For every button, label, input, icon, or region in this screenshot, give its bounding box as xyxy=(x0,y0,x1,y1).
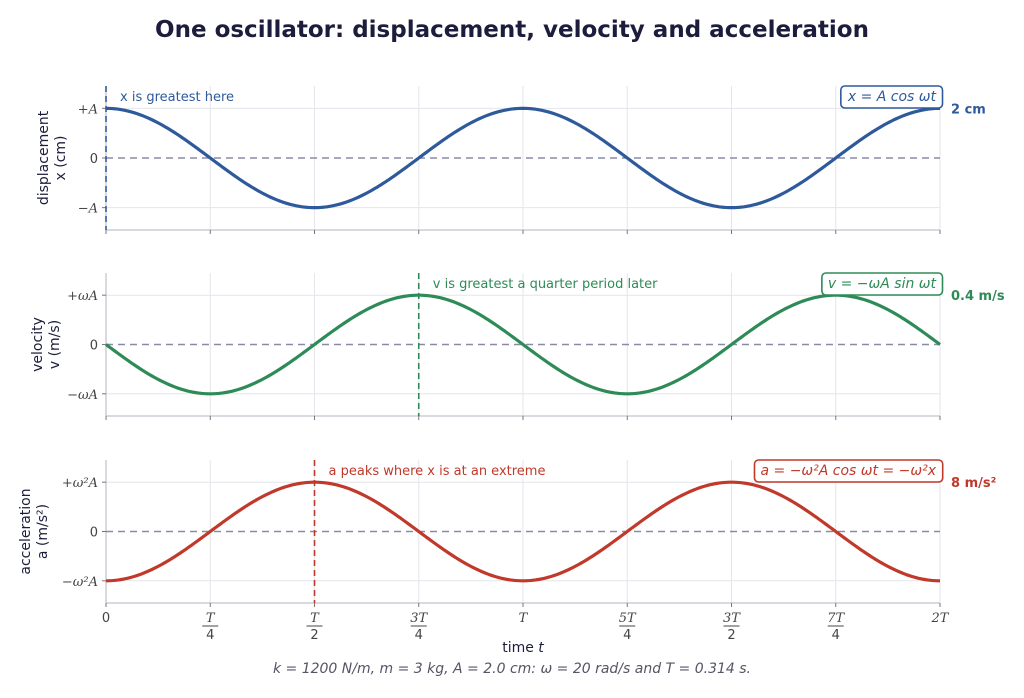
y-axis-label-line1: velocity xyxy=(30,317,46,372)
y-axis-label-line2: a (m/s²) xyxy=(35,504,51,559)
equation-label: x = A cos ωt xyxy=(847,89,937,105)
x-tick-label-denominator: 4 xyxy=(206,628,214,643)
x-tick-label: T xyxy=(206,611,216,626)
x-tick-label: 0 xyxy=(102,611,110,626)
annotation-text: v is greatest a quarter period later xyxy=(433,277,658,292)
panel-displacement: +A 0 −A displacementx (cm) x is greatest her… xyxy=(36,85,986,234)
y-tick-label: −ω²A xyxy=(62,575,98,590)
equation-label: a = −ω²A cos ωt = −ω²x xyxy=(760,463,936,479)
y-axis-label-line1: displacement xyxy=(36,110,52,205)
chart-caption: k = 1200 N/m, m = 3 kg, A = 2.0 cm: ω = … xyxy=(273,661,751,677)
y-tick-label: 0 xyxy=(90,339,98,354)
x-tick-label-denominator: 4 xyxy=(623,628,631,643)
y-axis-label: displacementx (cm) xyxy=(36,110,69,205)
y-axis-label-line2: x (cm) xyxy=(53,136,69,181)
panel-acceleration: +ω²A 0 −ω²A accelerationa (m/s²) a peaks whe… xyxy=(18,459,996,607)
y-tick-label: +ωA xyxy=(67,289,98,304)
annotation-text: a peaks where x is at an extreme xyxy=(329,464,546,479)
y-axis-label: accelerationa (m/s²) xyxy=(18,488,51,574)
y-axis-label: velocityv (m/s) xyxy=(30,317,63,372)
x-tick-label-denominator: 2 xyxy=(310,628,318,643)
x-tick-label: T xyxy=(310,611,320,626)
annotation-text: x is greatest here xyxy=(120,90,234,105)
panel-velocity: +ωA 0 −ωA velocityv (m/s) v is greatest a qu… xyxy=(30,272,1005,420)
amplitude-label: 2 cm xyxy=(951,102,986,117)
y-axis-label-line1: acceleration xyxy=(18,488,34,574)
series-line-displacement xyxy=(105,106,941,210)
chart-title: One oscillator: displacement, velocity a… xyxy=(155,17,869,43)
y-tick-label: +ω²A xyxy=(62,476,98,491)
y-tick-label: −A xyxy=(78,202,98,217)
x-axis-label-symbol: t xyxy=(538,640,544,656)
x-tick-label-denominator: 4 xyxy=(415,628,423,643)
series-line-velocity xyxy=(105,293,941,396)
equation-box xyxy=(821,272,944,296)
x-tick-labels: 0 T 4 T 2 3T 4 T 5T 4 3T 2 7T 4 2T xyxy=(102,611,950,643)
chart-panels: +A 0 −A displacementx (cm) x is greatest her… xyxy=(18,85,1005,643)
y-tick-label: 0 xyxy=(90,152,98,167)
x-tick-label-denominator: 2 xyxy=(727,628,735,643)
x-tick-label: T xyxy=(519,611,529,626)
equation-box xyxy=(840,85,944,109)
x-tick-label: 5T xyxy=(619,611,637,626)
amplitude-label: 0.4 m/s xyxy=(951,289,1005,304)
x-tick-label: 3T xyxy=(723,611,741,626)
x-axis-label-word: time xyxy=(502,640,538,656)
y-tick-label: −ωA xyxy=(67,388,98,403)
y-tick-label: +A xyxy=(78,102,98,117)
amplitude-label: 8 m/s² xyxy=(951,476,996,491)
y-tick-label: 0 xyxy=(90,526,98,541)
x-tick-label: 2T xyxy=(931,611,950,626)
y-axis-label-line2: v (m/s) xyxy=(47,320,63,369)
x-tick-label: 7T xyxy=(827,611,845,626)
x-tick-label: 3T xyxy=(410,611,428,626)
x-axis-label: time t xyxy=(502,640,544,656)
x-tick-label-denominator: 4 xyxy=(832,628,840,643)
series-line-acceleration xyxy=(105,480,941,583)
equation-label: v = −ωA sin ωt xyxy=(828,276,937,292)
equation-box xyxy=(753,459,944,483)
